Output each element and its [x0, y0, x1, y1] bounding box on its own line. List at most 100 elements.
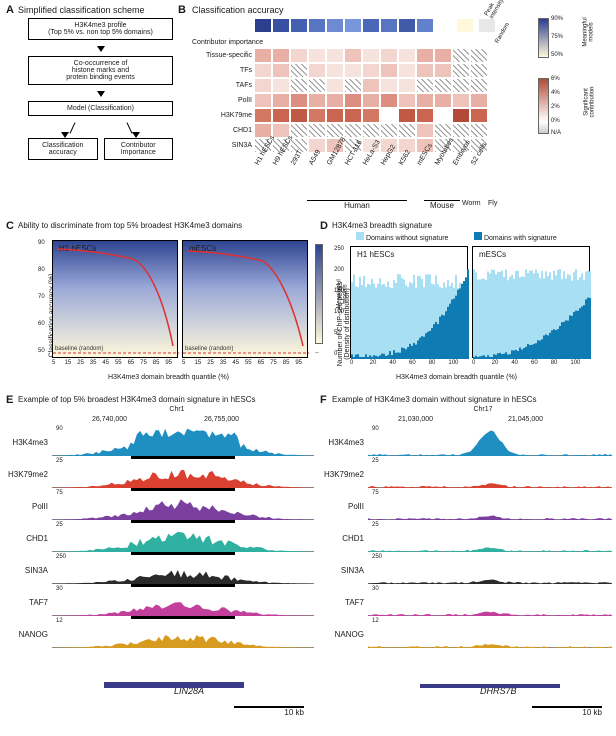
hm-cell: [272, 108, 290, 123]
species-mouse: Mouse: [424, 200, 460, 210]
hm-cell: [344, 63, 362, 78]
hm-cell: [362, 78, 380, 93]
d-yticks: 250200150100500: [334, 246, 344, 372]
row-label: TFs: [192, 63, 254, 78]
hm-cell: [434, 78, 452, 93]
legend-tick: N/A: [551, 130, 561, 136]
hm-cell: [438, 18, 456, 33]
d-xticks: 020406080100: [472, 360, 590, 366]
hist-mesc: mESCs: [472, 246, 590, 358]
row-label: PolII: [192, 93, 254, 108]
flow-box-1: H3K4me3 profile (Top 5% vs. non top 5% d…: [28, 18, 173, 40]
scale-bar: [532, 706, 602, 708]
scale-text: 10 kb: [234, 708, 304, 717]
chr-label: Chr1: [169, 406, 184, 413]
track-plot: [52, 620, 314, 648]
arrow-icon: [97, 91, 105, 97]
hm-cell: [398, 123, 416, 138]
hm-cell: [272, 18, 290, 33]
hm-cell: [326, 48, 344, 63]
hm-cell: [398, 78, 416, 93]
row-label: SIN3A: [192, 138, 254, 153]
hm-cell: [470, 123, 488, 138]
hm-cell: [434, 63, 452, 78]
hm-cell: [344, 18, 362, 33]
flow-box-2: Co-occurrence of histone marks and prote…: [28, 56, 173, 85]
hm-cell: [470, 48, 488, 63]
track-plot: [52, 492, 314, 520]
hm-cell: [452, 63, 470, 78]
hist-h1: H1 hESCs: [350, 246, 468, 358]
hm-cell: [254, 63, 272, 78]
track-label: H3K4me3: [320, 438, 368, 447]
hm-cell: [434, 93, 452, 108]
track-plot: [368, 460, 612, 488]
panel-f-title: Example of H3K4me3 domain without signat…: [332, 395, 537, 404]
hm-cell: [362, 48, 380, 63]
hm-cell: [470, 63, 488, 78]
hm-cell: [434, 108, 452, 123]
hm-cell: [254, 48, 272, 63]
pos-label: 26,740,000: [92, 416, 127, 423]
peak-intensity-label: Peak intensity: [484, 0, 511, 20]
hm-cell: [470, 93, 488, 108]
panel-a-title: Simplified classification scheme: [18, 5, 145, 15]
flow-box-3: Model (Classification): [28, 101, 173, 116]
track-plot: [52, 428, 314, 456]
x-ticks: 5152535455565758595: [182, 360, 308, 366]
panel-c-label: C: [6, 220, 14, 232]
hm-cell: [452, 93, 470, 108]
panel-b-title: Classification accuracy: [192, 5, 284, 15]
hm-cell: [362, 18, 380, 33]
flowchart: H3K4me3 profile (Top 5% vs. non top 5% d…: [28, 18, 173, 166]
tracks-container: H3K4me390H3K79me225PolII75CHD125SIN3A250…: [320, 426, 612, 650]
track-label: SIN3A: [4, 566, 52, 575]
genome-browser-f: Chr17 21,030,000 21,045,000 H3K4me390H3K…: [320, 406, 612, 728]
legend-without: Domains without signature: [356, 232, 448, 242]
chr-label: Chr17: [473, 406, 492, 413]
hm-cell: [416, 78, 434, 93]
hm-cell: [380, 63, 398, 78]
hm-cell: [478, 18, 496, 33]
hm-cell: [326, 93, 344, 108]
hm-cell: [254, 108, 272, 123]
legend-with: Domains with signature: [474, 232, 557, 242]
genome-browser-e: Chr1 26,740,000 26,755,000 H3K4me390H3K7…: [4, 406, 314, 728]
legend-tick: 90%: [551, 16, 563, 22]
row-label: TAFs: [192, 78, 254, 93]
species-fly: Fly: [488, 200, 497, 207]
track-plot: [52, 460, 314, 488]
hm-cell: [290, 48, 308, 63]
hm-cell: [380, 18, 398, 33]
hm-cell: [398, 93, 416, 108]
track-label: SIN3A: [320, 566, 368, 575]
hm-cell: [416, 108, 434, 123]
heatmap-columns: H1 hESCsH9 hESCs293TA549GM12878HCT-116He…: [254, 153, 522, 195]
track-label: PolII: [320, 502, 368, 511]
hm-cell: [344, 48, 362, 63]
hm-cell: [452, 108, 470, 123]
panel-f-label: F: [320, 394, 327, 406]
hm-cell: [380, 93, 398, 108]
track-plot: [368, 620, 612, 648]
row-label: H3K79me: [192, 108, 254, 123]
hm-cell: [308, 78, 326, 93]
hm-cell: [254, 93, 272, 108]
panel-e-label: E: [6, 394, 13, 406]
heatmap-grid: Tissue-specificTFsTAFsPolIIH3K79meCHD1SI…: [192, 48, 522, 153]
track-label: NANOG: [4, 630, 52, 639]
track-label: H3K4me3: [4, 438, 52, 447]
panel-c: Classification accuracy (%) H3K4me3 doma…: [28, 232, 318, 382]
hm-cell: [452, 123, 470, 138]
d-xticks: 020406080100: [350, 360, 468, 366]
pos-label: 21,045,000: [508, 416, 543, 423]
track-label: TAF7: [320, 598, 368, 607]
hm-cell: [344, 123, 362, 138]
hm-cell: [344, 108, 362, 123]
chart-h1: baseline (random) H1 hESCs: [52, 240, 178, 358]
panel-d-label: D: [320, 220, 328, 232]
pos-label: 21,030,000: [398, 416, 433, 423]
gene-model: [420, 684, 560, 688]
hm-cell: [416, 93, 434, 108]
heatmap-accuracy-row: [254, 18, 522, 33]
